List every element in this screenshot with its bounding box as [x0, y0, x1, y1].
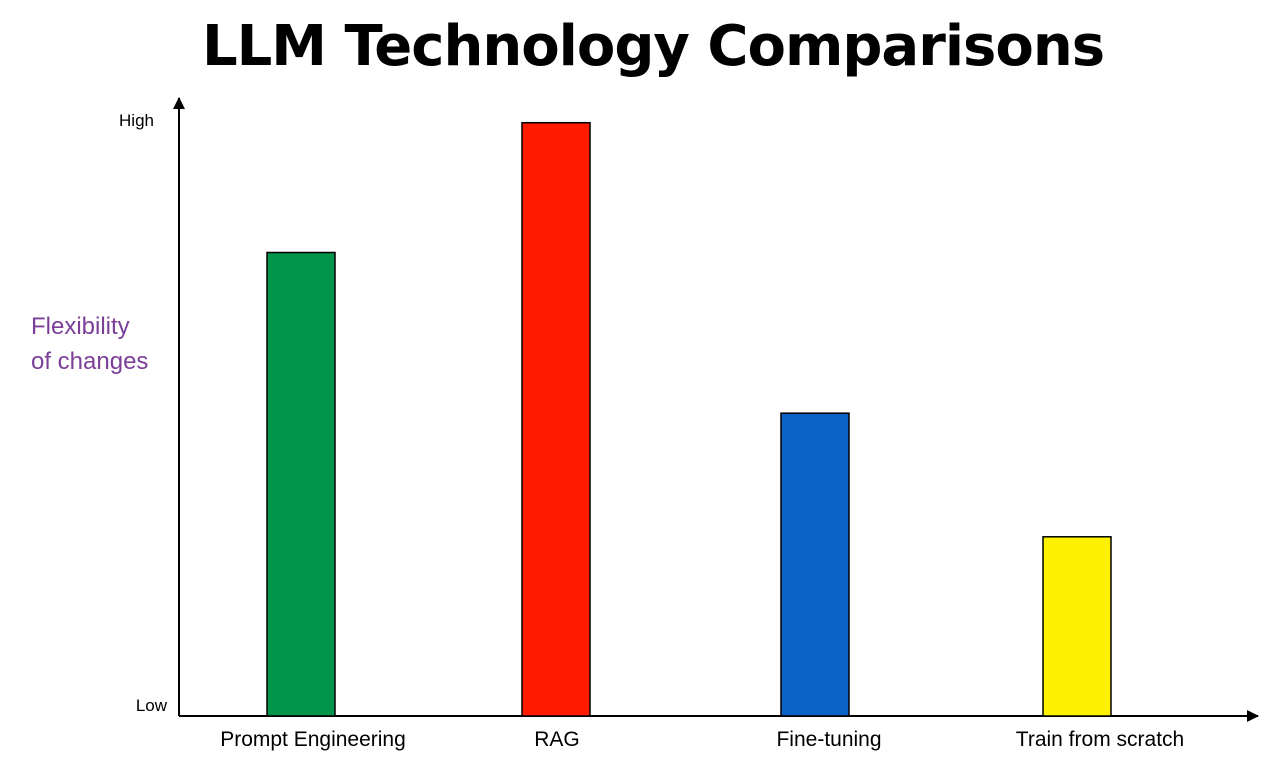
x-tick-label-rag: RAG — [534, 728, 580, 751]
y-tick-label-high: High — [119, 111, 154, 130]
bar-rag — [521, 121, 591, 717]
bar-train-from-scratch — [1042, 536, 1112, 717]
chart-title: LLM Technology Comparisons — [201, 14, 1105, 79]
y-axis-label-line-2: of changes — [31, 348, 148, 375]
y-axis-label-line-1: Flexibility — [31, 313, 130, 340]
x-tick-label-train-from-scratch: Train from scratch — [1016, 728, 1184, 751]
bar-prompt-engineering — [266, 251, 336, 717]
category-labels: Prompt Engineering RAG Fine-tuning Train fr… — [220, 728, 1184, 751]
bars — [266, 121, 1112, 717]
x-tick-label-fine-tuning: Fine-tuning — [776, 728, 881, 751]
y-tick-label-low: Low — [136, 696, 168, 715]
bar-fine-tuning — [780, 412, 850, 717]
x-tick-label-prompt-engineering: Prompt Engineering — [220, 728, 406, 751]
